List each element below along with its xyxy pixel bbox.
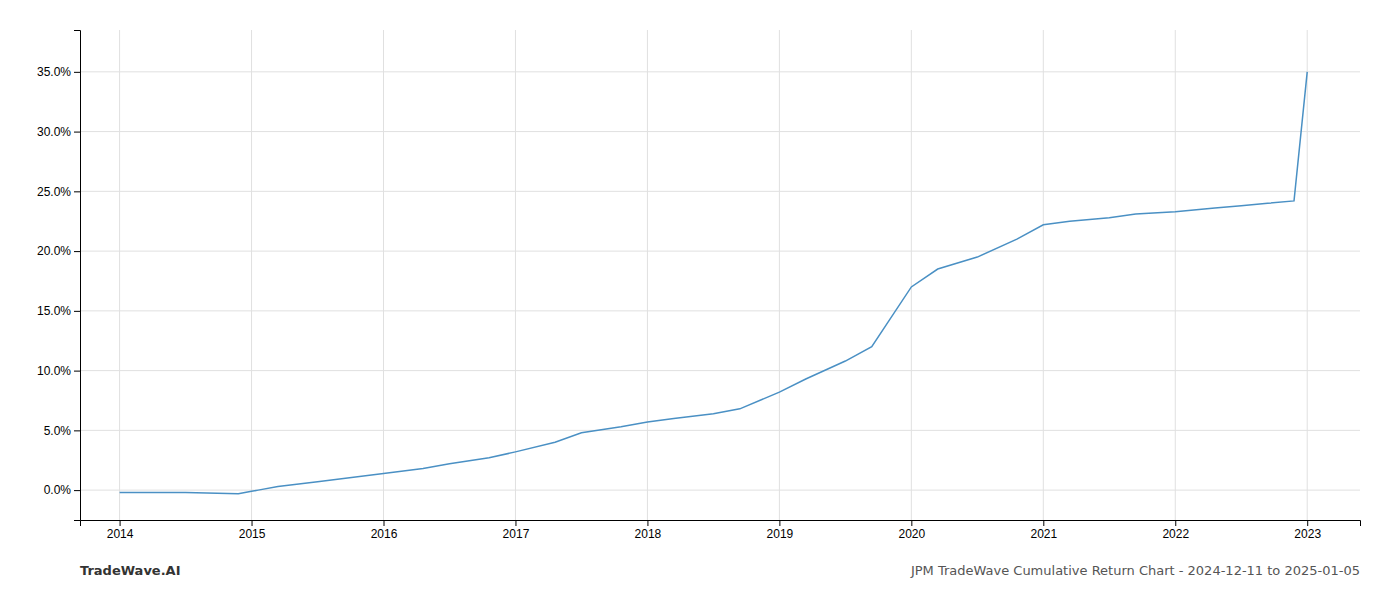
x-axis: 2014 2015 2016 2017 2018 2019 2020 2021 2022 2023 bbox=[81, 520, 1361, 541]
x-tick-mark bbox=[252, 520, 253, 526]
x-tick: 2014 bbox=[107, 520, 134, 541]
watermark: TradeWave.AI bbox=[80, 563, 181, 578]
y-tick-label: 35.0% bbox=[37, 65, 71, 79]
y-tick: 35.0% bbox=[37, 65, 80, 79]
x-tick: 2018 bbox=[635, 520, 662, 541]
chart: 2014 2015 2016 2017 2018 2019 2020 2021 2022 2023… bbox=[0, 0, 1400, 600]
x-tick-label: 2018 bbox=[635, 527, 662, 541]
grid-line-x bbox=[1307, 30, 1308, 520]
y-tick-label: 30.0% bbox=[37, 125, 71, 139]
grid-line-x bbox=[1043, 30, 1044, 520]
plot-area: 2014 2015 2016 2017 2018 2019 2020 2021 2022 2023… bbox=[37, 30, 1361, 541]
title: JPM TradeWave Cumulative Return Chart - … bbox=[910, 563, 1360, 578]
y-tick-label: 20.0% bbox=[37, 244, 71, 258]
x-tick-mark bbox=[1175, 520, 1176, 526]
y-tick: 15.0% bbox=[37, 304, 80, 318]
y-tick: 20.0% bbox=[37, 244, 80, 258]
y-tick: 30.0% bbox=[37, 125, 80, 139]
y-tick: 25.0% bbox=[37, 185, 80, 199]
x-tick-label: 2023 bbox=[1294, 527, 1321, 541]
y-tick-mark bbox=[74, 132, 80, 133]
x-tick: 2021 bbox=[1030, 520, 1057, 541]
y-tick-label: 5.0% bbox=[44, 424, 72, 438]
x-tick-label: 2017 bbox=[503, 527, 530, 541]
grid-line-y bbox=[80, 310, 1360, 311]
y-tick: 0.0% bbox=[44, 483, 80, 497]
x-tick: 2017 bbox=[503, 520, 530, 541]
y-tick-mark bbox=[74, 311, 80, 312]
y-tick-label: 15.0% bbox=[37, 304, 71, 318]
grid-line-y bbox=[80, 490, 1360, 491]
y-tick-mark bbox=[74, 72, 80, 73]
marks bbox=[120, 72, 1308, 494]
x-tick: 2016 bbox=[371, 520, 398, 541]
grid-line-x bbox=[647, 30, 648, 520]
x-tick-label: 2022 bbox=[1162, 527, 1189, 541]
x-tick: 2020 bbox=[898, 520, 925, 541]
y-tick-mark bbox=[74, 371, 80, 372]
y-tick-mark bbox=[74, 490, 80, 491]
grid-line-x bbox=[251, 30, 252, 520]
y-axis-line bbox=[74, 31, 81, 521]
x-tick-mark bbox=[1043, 520, 1044, 526]
x-tick: 2015 bbox=[239, 520, 266, 541]
grid-line-x bbox=[383, 30, 384, 520]
y-tick-label: 0.0% bbox=[44, 483, 72, 497]
grid-line-y bbox=[80, 430, 1360, 431]
y-axis: 0.0% 5.0% 10.0% 15.0% 20.0% 25.0% 30.0% 35.0% bbox=[37, 31, 81, 521]
x-tick: 2019 bbox=[767, 520, 794, 541]
grid-line-y bbox=[80, 370, 1360, 371]
grid-line-x bbox=[1175, 30, 1176, 520]
grid-line-y bbox=[80, 71, 1360, 72]
x-tick-mark bbox=[1307, 520, 1308, 526]
x-tick-mark bbox=[515, 520, 516, 526]
grid-line-x bbox=[515, 30, 516, 520]
x-tick-label: 2016 bbox=[371, 527, 398, 541]
line bbox=[120, 72, 1308, 494]
grid-line-x bbox=[911, 30, 912, 520]
x-tick-label: 2019 bbox=[767, 527, 794, 541]
grid-line-x bbox=[779, 30, 780, 520]
x-tick-label: 2014 bbox=[107, 527, 134, 541]
x-tick-label: 2021 bbox=[1030, 527, 1057, 541]
x-tick: 2023 bbox=[1294, 520, 1321, 541]
grid bbox=[80, 30, 1360, 520]
grid-line-y bbox=[80, 251, 1360, 252]
x-tick-mark bbox=[779, 520, 780, 526]
x-tick: 2022 bbox=[1162, 520, 1189, 541]
grid-line-x bbox=[119, 30, 120, 520]
y-tick-mark bbox=[74, 430, 80, 431]
y-tick-mark bbox=[74, 251, 80, 252]
y-tick-mark bbox=[74, 191, 80, 192]
y-tick-label: 10.0% bbox=[37, 364, 71, 378]
x-tick-label: 2015 bbox=[239, 527, 266, 541]
x-tick-mark bbox=[120, 520, 121, 526]
x-tick-mark bbox=[384, 520, 385, 526]
x-axis-line bbox=[81, 521, 1361, 527]
y-tick: 5.0% bbox=[44, 424, 80, 438]
grid-line-y bbox=[80, 131, 1360, 132]
y-tick: 10.0% bbox=[37, 364, 80, 378]
x-tick-mark bbox=[911, 520, 912, 526]
y-tick-label: 25.0% bbox=[37, 185, 71, 199]
grid-line-y bbox=[80, 191, 1360, 192]
x-tick-mark bbox=[647, 520, 648, 526]
x-tick-label: 2020 bbox=[898, 527, 925, 541]
